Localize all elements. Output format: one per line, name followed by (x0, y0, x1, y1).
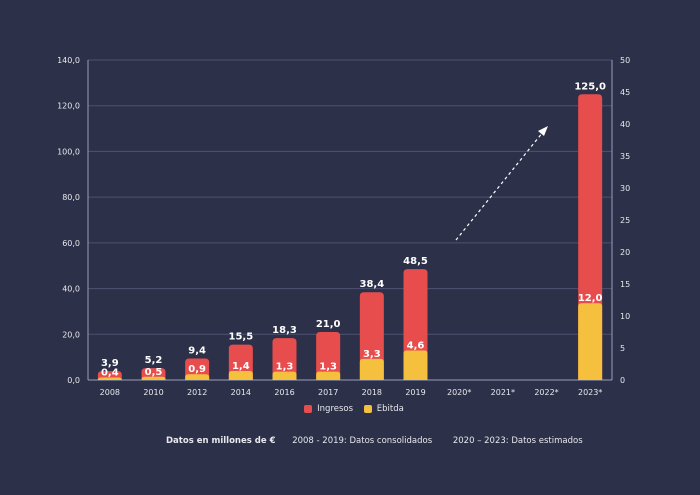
bar-ingresos (359, 292, 384, 380)
y-left-tick-label: 100,0 (57, 147, 80, 156)
y-right-tick-label: 40 (620, 120, 630, 129)
y-left-tick-label: 120,0 (57, 102, 80, 111)
bar-ebitda (403, 350, 428, 380)
data-label-ingresos: 3,9 (101, 358, 119, 369)
data-label-ebitda: 12,0 (578, 293, 603, 304)
data-label-ingresos: 5,2 (145, 355, 163, 366)
growth-arrow-head (538, 126, 548, 136)
y-right-tick-label: 10 (620, 312, 630, 321)
bar-ebitda (185, 374, 210, 380)
data-label-ingresos: 38,4 (359, 279, 384, 290)
x-tick-label: 2018 (362, 388, 382, 397)
bar-ebitda (141, 376, 166, 380)
y-right-tick-label: 5 (620, 344, 625, 353)
data-label-ingresos: 125,0 (574, 81, 606, 92)
data-label-ebitda: 1,4 (232, 361, 250, 372)
y-left-tick-label: 0,0 (67, 376, 80, 385)
y-left-tick-label: 40,0 (62, 285, 80, 294)
y-left-tick-label: 140,0 (57, 56, 80, 65)
bar-ebitda (359, 358, 384, 380)
x-tick-label: 2019 (405, 388, 425, 397)
estimated-note: 2020 – 2023: Datos estimados (452, 436, 583, 446)
x-tick-label: 2021* (491, 388, 515, 397)
y-right-tick-label: 20 (620, 248, 630, 257)
data-label-ingresos: 15,5 (228, 332, 253, 343)
y-right-tick-label: 45 (620, 88, 630, 97)
data-label-ingresos: 9,4 (188, 346, 206, 357)
bar-ingresos (316, 332, 341, 380)
data-label-ingresos: 48,5 (403, 256, 428, 267)
x-tick-label: 2008 (100, 388, 120, 397)
bar-ebitda (228, 371, 253, 380)
y-right-tick-label: 50 (620, 56, 630, 65)
legend-swatch-ebitda (363, 405, 372, 413)
bar-ebitda (97, 377, 122, 381)
data-label-ebitda: 1,3 (276, 362, 294, 373)
y-right-tick-label: 0 (620, 376, 625, 385)
data-label-ingresos: 18,3 (272, 325, 297, 336)
bar-ebitda (316, 371, 341, 380)
data-label-ebitda: 3,3 (363, 349, 381, 360)
data-label-ebitda: 0,9 (188, 364, 206, 375)
data-label-ebitda: 1,3 (319, 362, 337, 373)
x-tick-label: 2012 (187, 388, 207, 397)
growth-arrow-line (455, 131, 544, 241)
y-right-tick-label: 25 (620, 216, 630, 225)
y-left-tick-label: 60,0 (62, 239, 80, 248)
y-left-tick-label: 80,0 (62, 193, 80, 202)
legend-swatch-ingresos (304, 405, 313, 413)
x-tick-label: 2010 (143, 388, 163, 397)
footer-notes: Datos en millones de € 2008 - 2019: Dato… (166, 436, 601, 446)
data-label-ebitda: 4,6 (407, 341, 425, 352)
units-note: Datos en millones de € (166, 436, 276, 446)
x-tick-label: 2017 (318, 388, 338, 397)
y-right-tick-label: 30 (620, 184, 630, 193)
data-label-ebitda: 0,5 (145, 367, 163, 378)
x-tick-label: 2022* (534, 388, 558, 397)
bar-ebitda (272, 371, 297, 380)
x-tick-label: 2016 (274, 388, 294, 397)
consolidated-note: 2008 - 2019: Datos consolidados (292, 436, 433, 446)
x-tick-label: 2023* (578, 388, 602, 397)
legend: Ingresos Ebitda (0, 404, 700, 415)
y-right-tick-label: 35 (620, 152, 630, 161)
bar-ingresos (272, 338, 297, 380)
x-tick-label: 2020* (447, 388, 471, 397)
x-tick-label: 2014 (231, 388, 251, 397)
data-label-ebitda: 0,4 (101, 367, 119, 378)
bar-ebitda (578, 303, 603, 380)
legend-label-ingresos: Ingresos (317, 404, 354, 414)
data-label-ingresos: 21,0 (316, 319, 341, 330)
y-right-tick-label: 15 (620, 280, 630, 289)
legend-label-ebitda: Ebitda (376, 404, 404, 414)
y-left-tick-label: 20,0 (62, 330, 80, 339)
